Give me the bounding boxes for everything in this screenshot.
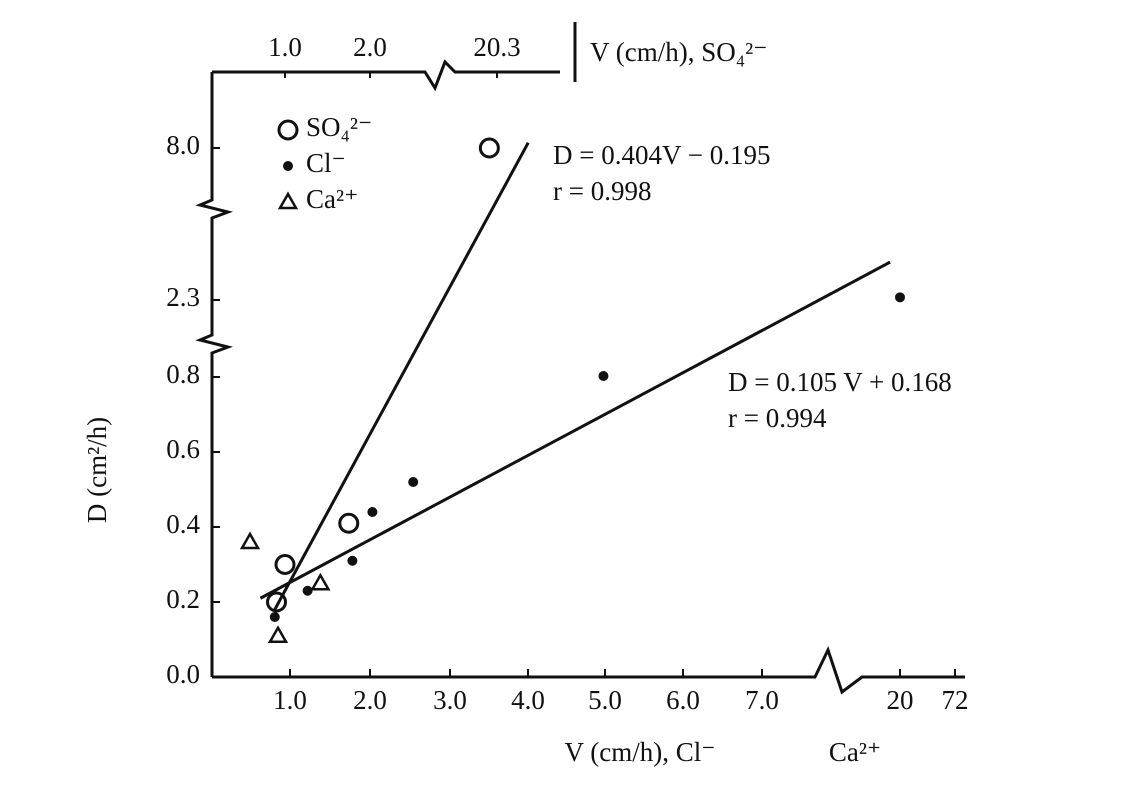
- point: [266, 591, 287, 613]
- y-tick-label: 0.0: [166, 659, 200, 689]
- x-tick-label: 4.0: [511, 685, 545, 715]
- legend-marker: [277, 191, 299, 210]
- legend-marker: [277, 119, 299, 141]
- x-axis-label: V (cm/h), Cl⁻: [565, 737, 716, 767]
- point: [302, 585, 313, 596]
- point: [338, 512, 360, 534]
- y-tick-label: 8.0: [166, 130, 200, 160]
- point: [267, 625, 289, 643]
- x-tick-label: 6.0: [666, 685, 700, 715]
- point: [367, 507, 378, 517]
- point: [274, 554, 296, 575]
- y-tick-label: 0.2: [166, 584, 200, 614]
- legend-label: Cl⁻: [306, 148, 346, 178]
- x-tick-label: 2.0: [353, 685, 387, 715]
- point: [347, 555, 358, 566]
- x2-tick-label: 2.0: [353, 32, 387, 62]
- x2-tick-label: 1.0: [268, 32, 302, 62]
- x-tick-label: 1.0: [273, 685, 307, 715]
- x-tick-label: 3.0: [433, 685, 467, 715]
- fit-line: [273, 141, 530, 611]
- y-axis-label: D (cm²/h): [82, 417, 112, 523]
- fit-line: [259, 260, 891, 600]
- y-tick-label: 2.3: [166, 282, 200, 312]
- legend-label: Ca²⁺: [306, 184, 358, 214]
- point: [598, 370, 609, 381]
- y-tick-label: 0.8: [166, 359, 200, 389]
- x-axis: [212, 646, 965, 695]
- point: [239, 531, 261, 550]
- x-tick-label: 7.0: [745, 685, 779, 715]
- legend: SO₄²⁻ Cl⁻ Ca²⁺: [277, 112, 372, 214]
- y-tick-label: 0.4: [166, 509, 200, 539]
- y-tick-label: 0.6: [166, 434, 200, 464]
- y-axis: [195, 72, 234, 677]
- legend-label: SO₄²⁻: [306, 112, 372, 142]
- fit-r: r = 0.998: [553, 176, 651, 206]
- x-tick-label: 5.0: [588, 685, 622, 715]
- fit-r: r = 0.994: [728, 403, 827, 433]
- x2-axis-label: V (cm/h), SO₄²⁻: [590, 37, 768, 67]
- point: [310, 572, 331, 591]
- x-tick-label: 20: [887, 685, 914, 715]
- point: [408, 477, 419, 487]
- legend-marker: [283, 161, 293, 171]
- fit-equation: D = 0.404V − 0.195: [553, 140, 770, 170]
- x-tick-label: 72: [942, 685, 969, 715]
- x2-axis: [212, 59, 560, 92]
- point: [269, 612, 280, 622]
- x2-tick-label: 20.3: [473, 32, 520, 62]
- point: [478, 137, 500, 159]
- x-axis-label: Ca²⁺: [829, 737, 881, 767]
- point: [895, 292, 905, 303]
- fit-equation: D = 0.105 V + 0.168: [728, 367, 952, 397]
